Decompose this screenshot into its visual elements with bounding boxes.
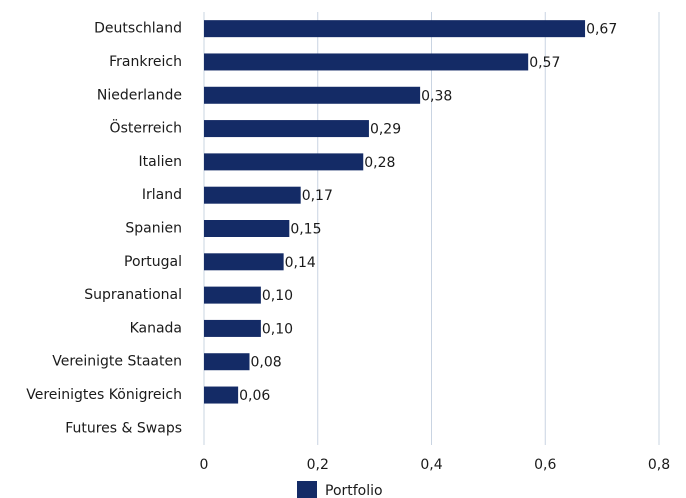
bar [204, 53, 529, 71]
y-tick-label: Italien [139, 154, 182, 170]
legend-swatch [297, 481, 317, 498]
y-tick-label: Irland [142, 187, 182, 203]
x-tick-label: 0,6 [534, 457, 556, 473]
y-tick-label: Österreich [110, 119, 182, 137]
bar [204, 386, 239, 404]
y-tick-label: Niederlande [97, 87, 182, 103]
bar [204, 153, 364, 171]
y-tick-label: Vereinigte Staaten [52, 354, 182, 370]
bar [204, 353, 250, 371]
x-tick-label: 0,4 [420, 457, 442, 473]
bar [204, 319, 261, 337]
y-tick-label: Frankreich [109, 54, 182, 70]
y-tick-label: Vereinigtes Königreich [26, 387, 182, 403]
y-tick-label: Futures & Swaps [65, 420, 182, 436]
data-label: 0,08 [251, 355, 282, 371]
y-tick-label: Deutschland [94, 21, 182, 37]
y-tick-label: Portugal [124, 254, 182, 270]
legend-label: Portfolio [325, 483, 383, 498]
x-tick-label: 0 [200, 457, 209, 473]
data-label: 0,10 [262, 288, 293, 304]
bar [204, 86, 421, 104]
bar [204, 220, 290, 237]
data-label: 0,10 [262, 321, 293, 337]
data-label: 0,28 [364, 155, 395, 171]
bar [204, 186, 301, 204]
bar [204, 286, 261, 304]
data-label: 0,06 [239, 388, 270, 404]
x-tick-label: 0,8 [648, 457, 670, 473]
x-tick-label: 0,2 [307, 457, 329, 473]
data-label: 0,17 [302, 188, 333, 204]
data-label: 0,57 [529, 55, 560, 71]
bar [204, 20, 586, 38]
data-label: 0,67 [586, 22, 617, 38]
bar [204, 120, 369, 138]
bar [204, 253, 284, 271]
data-label: 0,14 [285, 255, 316, 271]
y-tick-label: Kanada [130, 320, 182, 336]
data-label: 0,15 [290, 222, 321, 238]
y-tick-label: Supranational [84, 287, 182, 303]
y-tick-label: Spanien [125, 221, 182, 237]
data-label: 0,38 [421, 88, 452, 104]
data-label: 0,29 [370, 122, 401, 138]
